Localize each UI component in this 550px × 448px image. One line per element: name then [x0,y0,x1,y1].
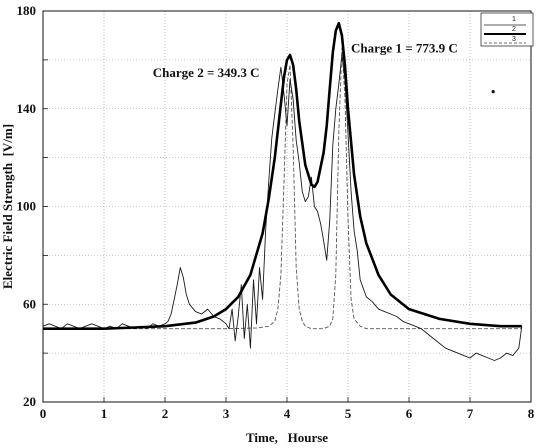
y-tick-label: 180 [17,3,37,18]
x-tick-label: 1 [101,406,108,421]
legend-label-2: 2 [512,26,516,33]
y-tick-label: 140 [17,101,37,116]
legend-label-3: 3 [512,36,516,43]
y-tick-label: 60 [23,296,36,311]
x-tick-label: 3 [223,406,230,421]
x-tick-label: 4 [284,406,291,421]
x-tick-label: 8 [528,406,535,421]
x-tick-label: 0 [40,406,47,421]
series-line-2 [43,21,522,330]
x-tick-label: 6 [406,406,413,421]
annotation-charge-1: Charge 1 = 773.9 C [351,41,458,56]
series-line-3 [43,47,522,330]
y-tick-label: 20 [23,394,36,409]
y-tick-label: 100 [17,199,37,214]
legend: 1 2 3 [480,12,534,47]
legend-label-1: 1 [512,16,516,23]
x-tick-label: 2 [162,406,169,421]
grid-layer [42,10,532,403]
annotation-charge-2: Charge 2 = 349.3 C [153,65,260,80]
legend-box [480,12,534,47]
y-axis-title: Electric Field Strength [V/m] [0,124,15,289]
ticks-layer: 0 1 2 3 4 5 6 7 8 20 60 100 140 180 [17,3,535,421]
x-axis-title: Time, Hourse [246,430,328,445]
x-tick-label: 7 [467,406,474,421]
series-layer [42,21,523,361]
x-tick-label: 5 [345,406,352,421]
stray-point [491,90,495,94]
